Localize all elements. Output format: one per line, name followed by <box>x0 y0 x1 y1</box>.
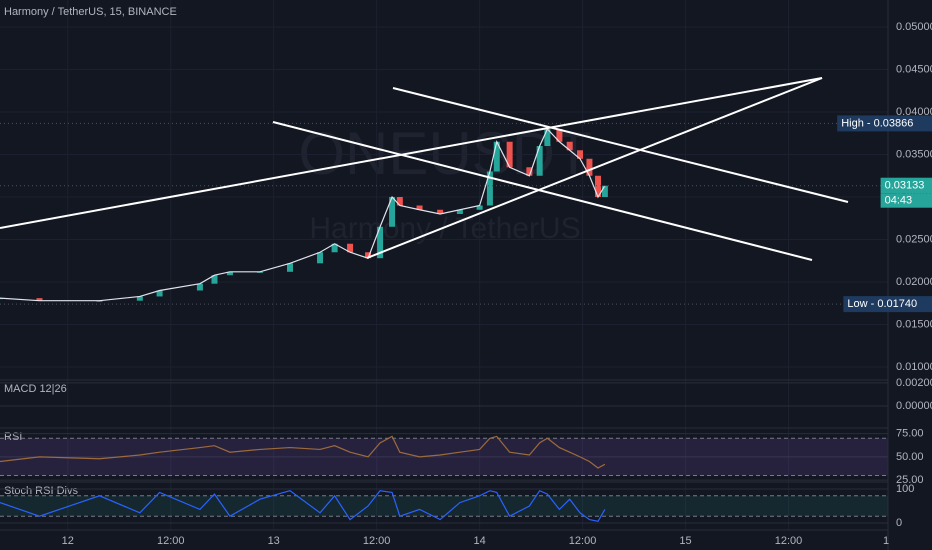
price-tag <box>843 296 932 313</box>
candle <box>544 129 551 147</box>
x-tick-label: 12:00 <box>569 535 597 547</box>
trend-lines <box>0 77 849 261</box>
countdown: 04:43 <box>885 195 913 207</box>
pane-label: Stoch RSI Divs <box>4 485 78 497</box>
candle <box>317 252 324 264</box>
x-tick-label: 12 <box>62 535 74 547</box>
y-tick-label: 0.02500 <box>896 233 932 245</box>
price-tag <box>880 177 932 194</box>
candle <box>196 283 203 291</box>
candle <box>486 171 493 206</box>
y-tick-label: 0.00000 <box>896 400 932 412</box>
candle <box>566 141 573 151</box>
countdown-bg <box>880 193 932 208</box>
candle <box>595 175 602 198</box>
y-tick-label: 0.03500 <box>896 148 932 160</box>
x-tick-label: 12:00 <box>157 535 185 547</box>
candle <box>156 290 163 297</box>
candle <box>36 298 43 301</box>
trend-line <box>392 87 849 203</box>
close-line <box>0 127 606 302</box>
watermark: ONEUSDT <box>298 120 591 187</box>
candle <box>396 197 403 206</box>
chart-title: Harmony / TetherUS, 15, BINANCE <box>4 6 177 18</box>
y-tick-label: 0 <box>896 517 902 529</box>
y-tick-label: 25.00 <box>896 474 924 486</box>
band <box>0 438 888 476</box>
y-tick-label: 0.01500 <box>896 318 932 330</box>
candle <box>576 150 583 159</box>
rsi-line <box>0 435 606 469</box>
y-tick-label: 0.00200 <box>896 377 932 389</box>
x-tick-label: 12:00 <box>775 535 803 547</box>
price-tag-label: High - 0.03866 <box>841 117 913 129</box>
candle <box>416 205 423 210</box>
y-tick-label: 75.00 <box>896 427 924 439</box>
candle <box>437 209 444 215</box>
candle <box>476 205 483 210</box>
price-tag-label: Low - 0.01740 <box>847 298 917 310</box>
candle <box>331 243 338 253</box>
candle <box>536 146 543 176</box>
x-tick-label: 1 <box>883 535 889 547</box>
marks <box>0 122 888 305</box>
candle <box>506 141 513 168</box>
candle <box>226 271 233 276</box>
y-tick-label: 50.00 <box>896 451 924 463</box>
candle <box>136 296 143 301</box>
candle <box>526 167 533 176</box>
y-tick-label: 0.01000 <box>896 361 932 373</box>
y-tick-label: 0.05000 <box>896 21 932 33</box>
x-tick-label: 15 <box>679 535 691 547</box>
candle <box>493 141 500 172</box>
pane-label: MACD 12|26 <box>4 383 67 395</box>
x-tick-label: 12:00 <box>363 535 391 547</box>
y-tick-label: 0.02000 <box>896 276 932 288</box>
y-tick-label: 100 <box>896 483 914 495</box>
candle <box>556 129 563 142</box>
trend-line <box>272 121 813 261</box>
candle <box>211 275 218 284</box>
axis: 12 12:00 13 12:00 14 12:00 15 12:00 1 0.05000 0.04… <box>62 0 932 550</box>
candle <box>286 263 293 272</box>
x-tick-label: 13 <box>268 535 280 547</box>
candle <box>365 252 372 259</box>
candle <box>456 209 463 215</box>
candle <box>377 226 384 259</box>
price-tag <box>837 115 932 132</box>
trend-line <box>0 77 823 229</box>
x-tick-label: 14 <box>473 535 485 547</box>
candle <box>586 158 593 176</box>
y-tick-label: 0.04500 <box>896 63 932 75</box>
price-tag-label: 0.03133 <box>885 180 925 192</box>
band <box>0 495 888 517</box>
candle <box>389 197 396 227</box>
y-tick-label: 0.04000 <box>896 106 932 118</box>
trend-line <box>366 77 823 259</box>
price-axis-bg <box>888 0 932 550</box>
stoch-line <box>0 489 606 522</box>
candle <box>601 185 608 198</box>
candle <box>347 243 354 253</box>
